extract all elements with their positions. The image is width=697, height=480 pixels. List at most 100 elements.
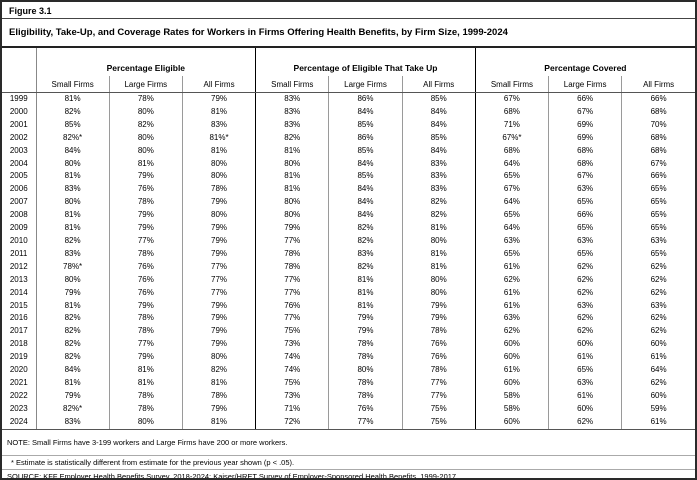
value-cell: 79% [328,325,403,339]
table-row: 2022 79% 78% 78% 73% 78% 77% 58% 61% 60% [2,389,695,403]
year-cell: 2013 [2,273,37,287]
value-cell: 78% [328,338,403,352]
value-cell: 77% [255,273,329,287]
value-cell: 75% [401,415,476,430]
group-header-eligible: Percentage Eligible [106,63,186,73]
value-cell: 61% [621,415,695,430]
value-cell: 61% [474,364,549,377]
value-cell: 75% [255,325,329,339]
table-row: 2007 80% 78% 79% 80% 84% 82% 64% 65% 65% [2,196,695,210]
value-cell: 65% [621,183,695,197]
value-cell: 63% [621,234,695,248]
value-cell: 78% [108,402,183,416]
table-row: 2018 82% 77% 79% 73% 78% 76% 60% 60% 60% [2,338,695,352]
value-cell: 80% [64,197,81,207]
value-cell: 84% [401,144,476,158]
value-cell: 68% [548,157,622,171]
value-cell: 66% [621,170,695,184]
table-subheader-row: Small Firms Large Firms All Firms Small … [2,76,695,93]
subheader-takeup-small: Small Firms [255,76,329,93]
value-cell: 67%* [474,131,549,145]
value-cell: 62% [621,376,695,390]
value-cell: 60% [621,389,695,403]
value-cell: 83% [64,184,81,194]
table-row: 2002 82%* 80% 81%* 82% 86% 85% 67%* 69% 68% [2,131,695,145]
value-cell: 79% [181,299,256,313]
value-cell: 74% [255,351,329,365]
value-cell: 79% [181,338,256,352]
value-cell: 81% [64,94,81,103]
year-cell: 2003 [2,144,37,158]
value-cell: 81% [255,183,329,197]
value-cell: 84% [64,365,81,375]
value-cell: 83% [328,247,403,261]
value-cell: 79% [181,312,256,326]
value-cell: 61% [474,299,549,313]
value-cell: 64% [621,364,695,377]
value-cell: 59% [621,402,695,416]
value-cell: 82% [255,131,329,145]
value-cell: 79% [181,222,256,235]
value-cell: 86% [328,131,403,145]
value-cell: 63% [548,183,622,197]
value-cell: 62% [474,273,549,287]
value-cell: 83% [64,248,81,258]
value-cell: 80% [108,144,183,158]
value-cell: 79% [108,351,183,365]
value-cell: 60% [548,402,622,416]
value-cell: 61% [474,286,549,300]
table-row: 2017 82% 78% 79% 75% 79% 78% 62% 62% 62% [2,325,695,339]
value-cell: 82%* [63,403,83,413]
value-cell: 82% [401,196,476,210]
value-cell: 79% [108,222,183,235]
value-cell: 77% [255,234,329,248]
value-cell: 81% [181,376,256,390]
table-row: 2015 81% 79% 79% 76% 81% 79% 61% 63% 63% [2,299,695,313]
value-cell: 78% [108,389,183,403]
value-cell: 66% [548,92,622,106]
subheader-eligible-small: Small Firms [36,76,110,93]
value-cell: 63% [621,299,695,313]
value-cell: 78% [181,389,256,403]
year-cell: 2000 [2,105,37,119]
value-cell: 63% [474,312,549,326]
value-cell: 62% [621,325,695,339]
value-cell: 62% [548,415,622,430]
table-row: 2012 78%* 76% 77% 78% 82% 81% 61% 62% 62% [2,260,695,274]
year-cell: 1999 [2,92,37,106]
value-cell: 82%* [63,132,83,142]
value-cell: 68% [474,144,549,158]
year-cell: 2020 [2,364,37,377]
value-cell: 61% [621,351,695,365]
value-cell: 82% [328,234,403,248]
value-cell: 73% [255,389,329,403]
value-cell: 85% [328,118,403,132]
value-cell: 81% [181,105,256,119]
value-cell: 78%* [63,261,83,271]
value-cell: 81% [64,210,81,220]
year-cell: 2022 [2,389,37,403]
value-cell: 70% [621,118,695,132]
value-cell: 80% [181,170,256,184]
value-cell: 81%* [181,131,256,145]
table-row: 2021 81% 81% 81% 75% 78% 77% 60% 63% 62% [2,376,695,390]
value-cell: 78% [401,364,476,377]
value-cell: 65% [548,364,622,377]
value-cell: 80% [401,273,476,287]
table-row: 2009 81% 79% 79% 79% 82% 81% 64% 65% 65% [2,222,695,235]
value-cell: 69% [548,118,622,132]
year-cell: 2024 [2,415,37,430]
group-header-take-up: Percentage of Eligible That Take Up [255,48,476,76]
value-cell: 79% [108,170,183,184]
table-row: 2004 80% 81% 80% 80% 84% 83% 64% 68% 67% [2,157,695,171]
value-cell: 77% [181,273,256,287]
value-cell: 82% [64,326,81,336]
value-cell: 81% [64,223,81,233]
year-cell: 2017 [2,325,37,339]
value-cell: 62% [474,325,549,339]
value-cell: 66% [548,209,622,223]
value-cell: 82% [401,209,476,223]
subheader-covered-large: Large Firms [548,76,622,93]
value-cell: 78% [401,325,476,339]
value-cell: 83% [36,415,110,430]
